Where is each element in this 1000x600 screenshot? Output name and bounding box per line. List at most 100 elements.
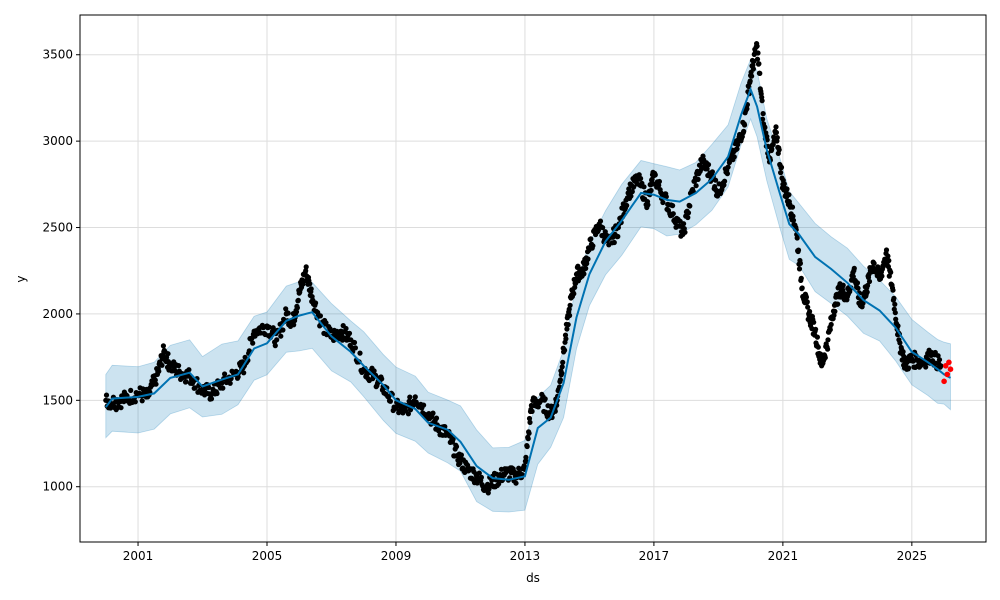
observed-point	[695, 176, 701, 182]
observed-point	[827, 327, 833, 333]
observed-point	[572, 284, 578, 290]
observed-point	[832, 308, 838, 314]
observed-point	[629, 189, 635, 195]
observed-point	[716, 181, 722, 187]
observed-point	[159, 362, 165, 368]
observed-point	[670, 203, 676, 209]
y-axis-label: y	[14, 275, 28, 282]
observed-point	[813, 326, 819, 332]
observed-point	[274, 337, 280, 343]
observed-point	[794, 235, 800, 241]
future-point	[944, 371, 951, 378]
observed-point	[564, 326, 570, 332]
observed-point	[485, 490, 491, 496]
x-tick-label: 2021	[768, 549, 799, 563]
observed-point	[892, 301, 898, 307]
observed-point	[798, 275, 804, 281]
observed-point	[160, 343, 166, 349]
observed-point	[186, 367, 192, 373]
observed-point	[897, 340, 903, 346]
observed-point	[724, 171, 731, 177]
x-axis-label: ds	[526, 571, 540, 585]
observed-point	[890, 287, 896, 293]
observed-point	[705, 162, 712, 168]
observed-point	[893, 316, 899, 322]
observed-point	[754, 56, 761, 62]
observed-point	[735, 142, 741, 148]
y-tick-label: 1000	[42, 480, 73, 494]
observed-point	[523, 454, 529, 460]
observed-point	[206, 384, 212, 391]
observed-point	[814, 334, 821, 340]
observed-point	[371, 368, 377, 374]
observed-point	[317, 313, 323, 319]
observed-point	[778, 164, 785, 170]
observed-point	[291, 322, 297, 328]
observed-point	[581, 271, 587, 277]
observed-point	[781, 181, 787, 187]
observed-point	[892, 310, 898, 316]
observed-point	[750, 62, 756, 68]
observed-point	[208, 396, 215, 402]
observed-point	[526, 415, 533, 422]
observed-point	[811, 319, 817, 325]
observed-point	[805, 304, 811, 310]
observed-point	[725, 164, 731, 170]
x-tick-label: 2017	[639, 549, 670, 563]
observed-point	[222, 371, 228, 377]
observed-points	[103, 41, 944, 496]
observed-point	[476, 470, 482, 476]
observed-point	[709, 169, 716, 175]
observed-point	[631, 184, 637, 190]
observed-point	[513, 480, 519, 486]
observed-point	[773, 129, 780, 136]
observed-point	[430, 410, 436, 416]
observed-point	[687, 203, 693, 209]
observed-point	[854, 280, 861, 286]
x-tick-label: 2025	[897, 549, 928, 563]
observed-point	[220, 385, 226, 391]
observed-point	[542, 396, 548, 402]
observed-point	[241, 370, 247, 376]
observed-point	[860, 300, 866, 306]
observed-point	[822, 355, 828, 361]
y-tick-label: 2500	[42, 221, 73, 235]
observed-point	[648, 187, 654, 194]
observed-point	[784, 186, 790, 192]
observed-point	[769, 146, 775, 152]
observed-point	[283, 306, 289, 312]
observed-point	[308, 286, 314, 292]
observed-point	[866, 278, 873, 285]
observed-point	[421, 402, 427, 408]
observed-point	[760, 116, 766, 122]
observed-point	[165, 351, 171, 357]
observed-point	[285, 310, 291, 316]
observed-point	[855, 285, 861, 291]
future-point	[946, 359, 952, 366]
future-point	[941, 378, 947, 385]
observed-point	[786, 192, 792, 198]
observed-point	[559, 370, 565, 376]
observed-point	[747, 78, 753, 84]
observed-point	[524, 443, 530, 450]
observed-point	[313, 300, 319, 306]
observed-point	[778, 170, 784, 176]
observed-point	[660, 199, 666, 206]
observed-point	[565, 322, 571, 328]
observed-point	[670, 211, 676, 217]
observed-point	[682, 229, 688, 235]
observed-point	[458, 452, 464, 458]
observed-point	[645, 202, 651, 208]
x-axis-ticks: 2001 2005 2009 2013 2017 2021 2025	[123, 542, 927, 563]
observed-point	[560, 359, 566, 365]
observed-point	[343, 325, 349, 332]
observed-point	[693, 183, 699, 189]
observed-point	[183, 379, 189, 385]
observed-point	[923, 364, 929, 370]
observed-point	[851, 265, 857, 271]
observed-point	[562, 347, 568, 353]
observed-point	[496, 481, 502, 487]
observed-point	[615, 233, 621, 240]
x-tick-label: 2005	[252, 549, 283, 563]
observed-point	[571, 291, 577, 297]
